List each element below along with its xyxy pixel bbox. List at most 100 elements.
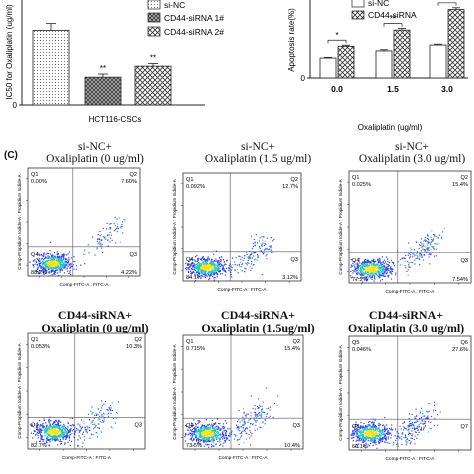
event-dot (205, 274, 207, 276)
event-dot (402, 433, 404, 435)
significance-mark: ** (390, 15, 396, 24)
event-dot (54, 437, 56, 439)
quadrant-label-q2: Q2 (461, 175, 468, 181)
event-dot (55, 434, 57, 436)
event-dot (424, 425, 426, 427)
event-dot (388, 262, 391, 264)
event-dot (189, 427, 191, 429)
event-dot (190, 432, 192, 434)
event-dot (390, 427, 392, 429)
event-dot (388, 431, 390, 434)
event-dot (362, 277, 364, 279)
event-dot (109, 408, 111, 410)
flow-title-2-line1: si-NC+ (241, 141, 275, 153)
event-dot (199, 433, 201, 435)
event-dot (361, 441, 363, 443)
event-dot (217, 428, 219, 430)
event-dot (387, 264, 389, 266)
event-dot (270, 246, 272, 248)
event-dot (207, 267, 210, 269)
event-dot (406, 441, 408, 443)
event-dot (211, 263, 213, 265)
event-dot (427, 244, 429, 246)
event-dot (59, 267, 61, 269)
event-dot (184, 440, 187, 442)
event-dot (197, 442, 199, 444)
event-dot (417, 434, 419, 436)
event-dot (51, 428, 53, 431)
event-dot (357, 435, 359, 437)
event-dot (50, 259, 52, 261)
event-dot (373, 267, 375, 269)
event-dot (364, 261, 366, 263)
event-dot (38, 430, 40, 432)
event-dot (220, 261, 222, 263)
event-dot (101, 247, 103, 249)
event-dot (67, 441, 69, 443)
event-dot (45, 270, 47, 273)
event-dot (203, 269, 205, 271)
event-dot (350, 275, 352, 277)
event-dot (52, 426, 54, 428)
event-dot (380, 438, 382, 440)
event-dot (203, 270, 205, 272)
bar-si-nc (32, 30, 70, 106)
event-dot (88, 418, 90, 420)
event-dot (207, 263, 209, 266)
quadrant-value-q4: 84.1% (186, 275, 202, 281)
event-dot (365, 276, 367, 278)
quadrant-label-q1: Q1 (352, 175, 359, 181)
event-dot (52, 425, 54, 427)
event-dot (429, 263, 431, 265)
event-dot (192, 444, 194, 446)
event-dot (212, 426, 214, 428)
event-dot (69, 430, 71, 432)
event-dot (371, 275, 373, 277)
event-dot (366, 433, 369, 435)
event-dot (49, 428, 51, 431)
event-dot (225, 435, 227, 437)
event-dot (219, 434, 221, 436)
event-dot (204, 424, 206, 427)
event-dot (377, 270, 379, 272)
event-dot (263, 249, 265, 251)
event-dot (82, 433, 84, 435)
event-dot (386, 268, 388, 270)
event-dot (395, 439, 397, 441)
event-dot (251, 267, 253, 269)
event-dot (201, 270, 203, 272)
event-dot (29, 424, 32, 426)
event-dot (374, 270, 376, 273)
event-dot (73, 268, 75, 270)
event-dot (240, 258, 242, 260)
event-dot (383, 437, 385, 439)
event-dot (52, 266, 54, 268)
event-dot (370, 269, 372, 271)
flow-title-2-line2: Oxaliplatin (1.5 ug/ml) (204, 153, 312, 166)
event-dot (74, 431, 76, 433)
event-dot (404, 258, 406, 260)
legend-swatch (147, 0, 161, 10)
event-dot (200, 267, 202, 269)
event-dot (358, 439, 360, 441)
event-dot (352, 426, 354, 428)
event-dot (411, 249, 413, 251)
event-dot (375, 267, 377, 270)
event-dot (380, 262, 382, 264)
event-dot (271, 252, 273, 254)
event-dot (361, 262, 363, 264)
event-dot (61, 264, 63, 266)
event-dot (36, 264, 39, 266)
event-dot (59, 256, 61, 258)
event-dot (92, 236, 94, 238)
event-dot (64, 434, 66, 436)
event-dot (50, 434, 52, 436)
event-dot (57, 436, 59, 438)
event-dot (67, 432, 69, 434)
event-dot (196, 267, 198, 269)
event-dot (208, 446, 210, 448)
event-dot (43, 252, 45, 254)
flow-x-axis-label: Comp-FITC-A : FITC-A (62, 455, 112, 461)
event-dot (408, 252, 410, 254)
quadrant-label-q4: Q8 (352, 424, 359, 430)
